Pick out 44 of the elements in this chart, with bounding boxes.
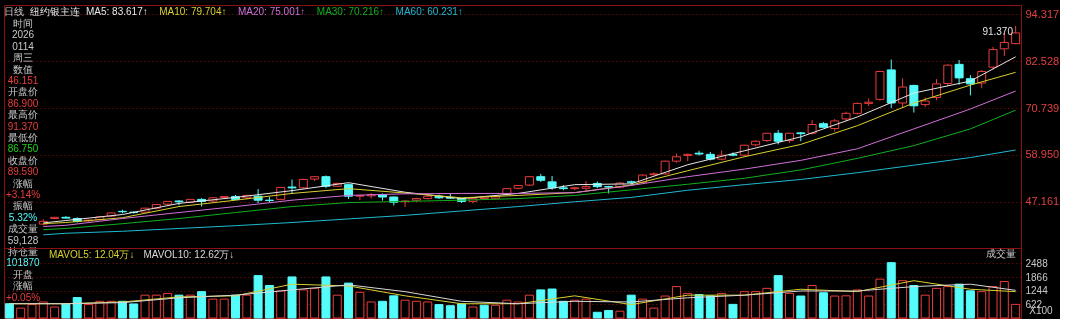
annotation: 成交量 xyxy=(986,248,1016,259)
annotation: 86.900 xyxy=(7,97,39,109)
annotation: +0.05% xyxy=(5,291,41,303)
text: MA60: 60.231↑ xyxy=(395,6,463,17)
annotation: 最高价 xyxy=(8,109,38,121)
text: MA10: 79.704↑ xyxy=(159,6,227,17)
y-tick-label: 70.739 xyxy=(1025,101,1060,114)
text: MA30: 70.216↑ xyxy=(316,6,385,17)
y-tick-label: 82.528 xyxy=(1025,54,1060,67)
annotation: +3.14% xyxy=(5,189,41,200)
text: MAVOL5: 12.04万↓ xyxy=(49,249,135,260)
text: MA20: 75.001↑ xyxy=(238,6,306,17)
annotation: 0114 xyxy=(12,40,35,52)
text: X100 xyxy=(1029,305,1054,316)
annotation: 成交量 xyxy=(8,223,38,235)
y-tick-label: 58.950 xyxy=(1025,148,1060,161)
annotation: 涨幅 xyxy=(13,177,33,189)
annotation: 2026 xyxy=(11,29,35,41)
y-tick-label: 47.161 xyxy=(1025,195,1060,208)
annotation: 涨幅 xyxy=(13,280,33,292)
annotation: 最低价 xyxy=(8,132,38,143)
annotation: 数值 xyxy=(13,63,33,75)
annotation: 开盘 xyxy=(13,268,33,280)
y-tick-label: 1866 xyxy=(1025,271,1049,283)
annotation: 91.370 xyxy=(982,26,1014,37)
annotation: 开盘价 xyxy=(8,86,38,98)
y-tick-label: 2488 xyxy=(1025,257,1049,269)
annotation: 46.151 xyxy=(7,75,39,86)
annotation: 5.32% xyxy=(8,211,38,223)
annotation: 91.370 xyxy=(7,120,39,132)
annotation: 振幅 xyxy=(13,200,33,212)
annotation: 59,128 xyxy=(7,234,39,246)
text: MAVOL10: 12.62万↓ xyxy=(143,249,235,260)
y-tick-label: 1244 xyxy=(1025,285,1049,297)
annotation: 周三 xyxy=(13,52,33,64)
text: MA5: 83.617↑ xyxy=(86,6,148,17)
chart-title: 日线 xyxy=(4,6,24,17)
y-tick-label: 94.317 xyxy=(1025,7,1060,20)
annotation: 时间 xyxy=(13,18,33,29)
annotation: 收盘价 xyxy=(8,154,38,166)
chart-subtitle: 纽约银主连 xyxy=(30,6,80,17)
annotation: 86.750 xyxy=(7,143,39,155)
annotation: 101870 xyxy=(6,257,41,269)
annotation: 89.590 xyxy=(7,166,39,178)
